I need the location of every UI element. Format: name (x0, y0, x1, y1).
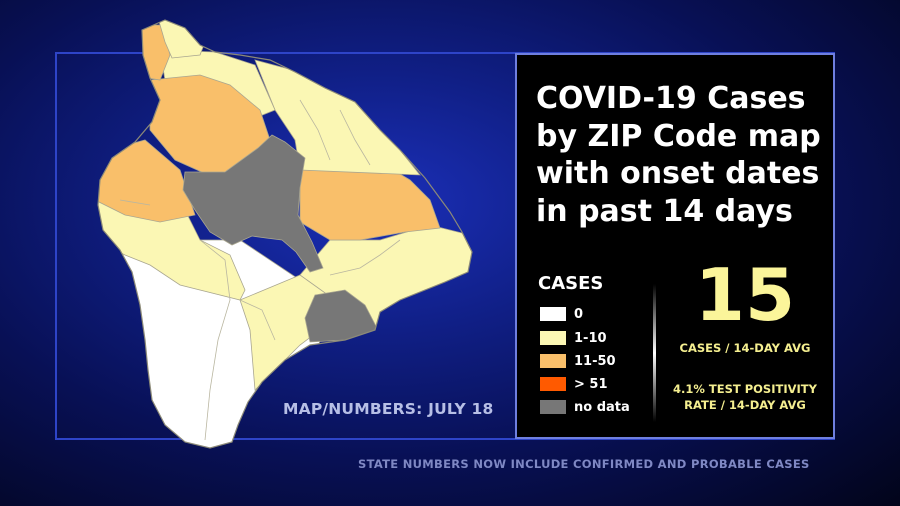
panel-title: COVID-19 Cases by ZIP Code map with onse… (536, 81, 821, 229)
test-positivity-label: 4.1% TEST POSITIVITY RATE / 14-DAY AVG (673, 382, 817, 412)
legend-swatch (540, 377, 566, 391)
legend-item-1: 1-10 (540, 330, 607, 346)
legend-item-3: > 51 (540, 376, 608, 392)
legend-item-2: 11-50 (540, 353, 616, 369)
zone-west-kohala (98, 139, 196, 223)
legend-swatch (540, 307, 566, 321)
legend-label: 0 (574, 306, 584, 322)
legend-swatch (540, 354, 566, 368)
legend-title: CASES (538, 273, 604, 294)
legend-swatch (540, 331, 566, 345)
legend-item-4: no data (540, 399, 630, 415)
zone-hilo (299, 167, 441, 241)
footer-note: STATE NUMBERS NOW INCLUDE CONFIRMED AND … (358, 457, 810, 471)
zone-saddle-interior (182, 134, 324, 273)
legend-label: no data (574, 399, 630, 415)
legend-item-0: 0 (540, 306, 584, 322)
info-panel (515, 53, 835, 439)
legend-label: 1-10 (574, 330, 607, 346)
map-caption: MAP/NUMBERS: JULY 18 (283, 400, 494, 418)
stats-divider (653, 284, 656, 422)
legend-swatch (540, 400, 566, 414)
legend-label: 11-50 (574, 353, 616, 369)
legend-label: > 51 (574, 376, 608, 392)
cases-avg-number: 15 (694, 253, 796, 337)
cases-avg-label: CASES / 14-DAY AVG (679, 341, 811, 355)
